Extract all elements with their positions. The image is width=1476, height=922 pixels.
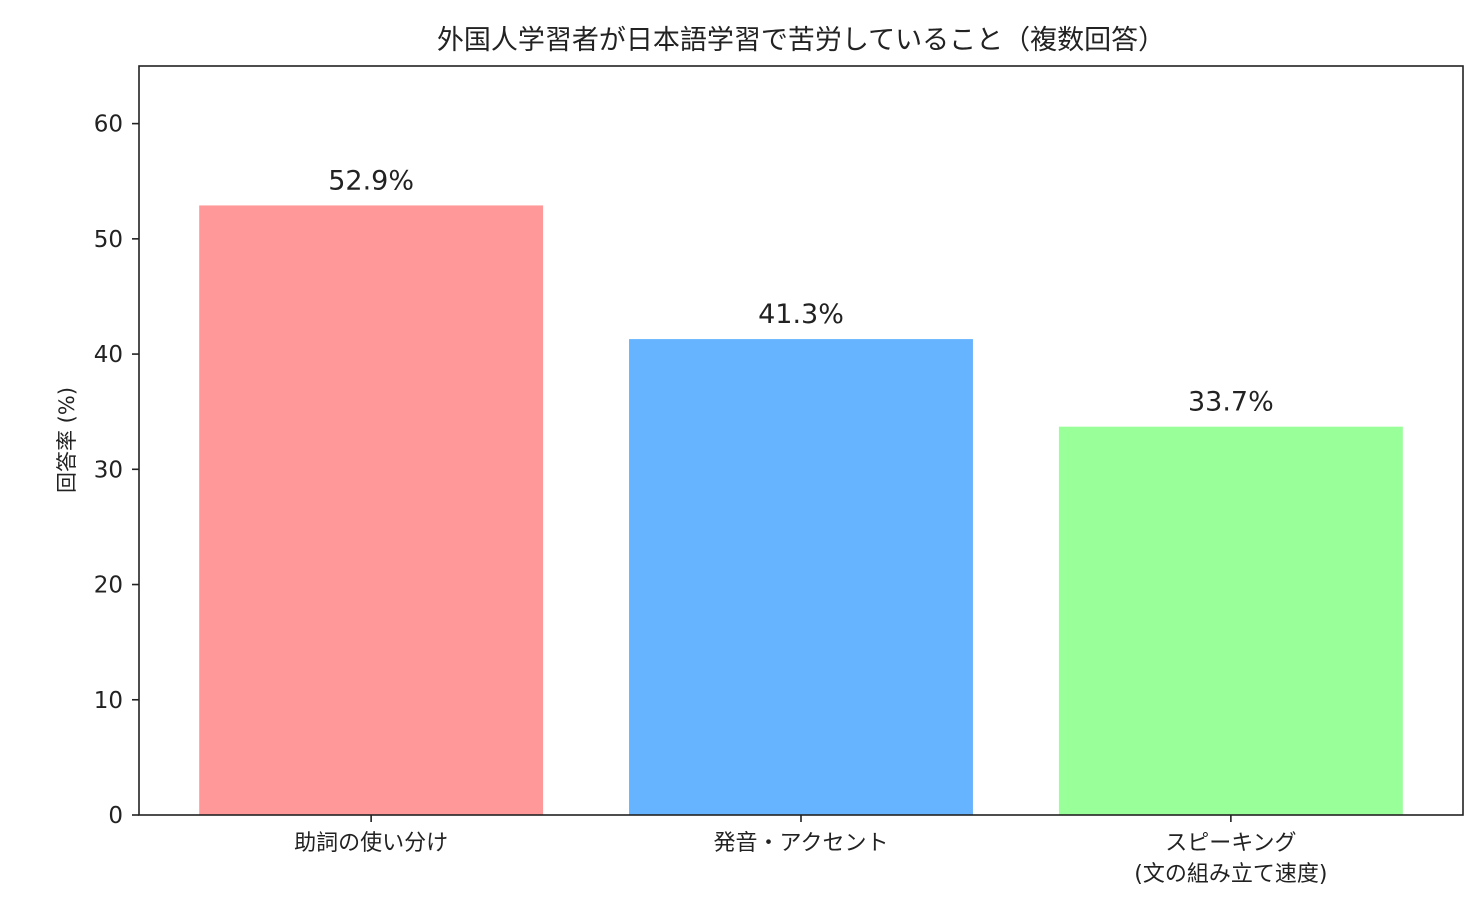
- y-axis: 0 10 20 30 40 50 60: [94, 112, 139, 829]
- x-tick-label: スピーキング(文の組み立て速度): [1134, 831, 1327, 887]
- bar: [199, 205, 544, 816]
- y-tick-label: 60: [94, 112, 123, 138]
- y-tick-label: 20: [94, 573, 123, 599]
- x-tick-label: 助詞の使い分け: [294, 831, 448, 856]
- y-tick-label: 40: [94, 342, 123, 368]
- y-tick-label: 10: [94, 688, 123, 714]
- y-tick-label: 0: [108, 803, 123, 829]
- x-axis: 助詞の使い分け 発音・アクセント スピーキング(文の組み立て速度): [294, 815, 1327, 887]
- bar: [629, 339, 973, 815]
- bars-group: 52.9% 41.3% 33.7%: [199, 165, 1403, 816]
- data-label: 41.3%: [758, 299, 844, 330]
- data-label: 52.9%: [328, 165, 414, 196]
- chart-title: 外国人学習者が日本語学習で苦労していること（複数回答）: [437, 25, 1165, 56]
- bar: [1058, 426, 1403, 815]
- x-tick-label: 発音・アクセント: [714, 831, 889, 856]
- data-label: 33.7%: [1188, 387, 1274, 418]
- y-tick-label: 50: [94, 227, 123, 253]
- y-axis-label: 回答率 (%): [55, 387, 79, 493]
- plot-frame: [138, 65, 1464, 816]
- y-tick-label: 30: [94, 457, 123, 483]
